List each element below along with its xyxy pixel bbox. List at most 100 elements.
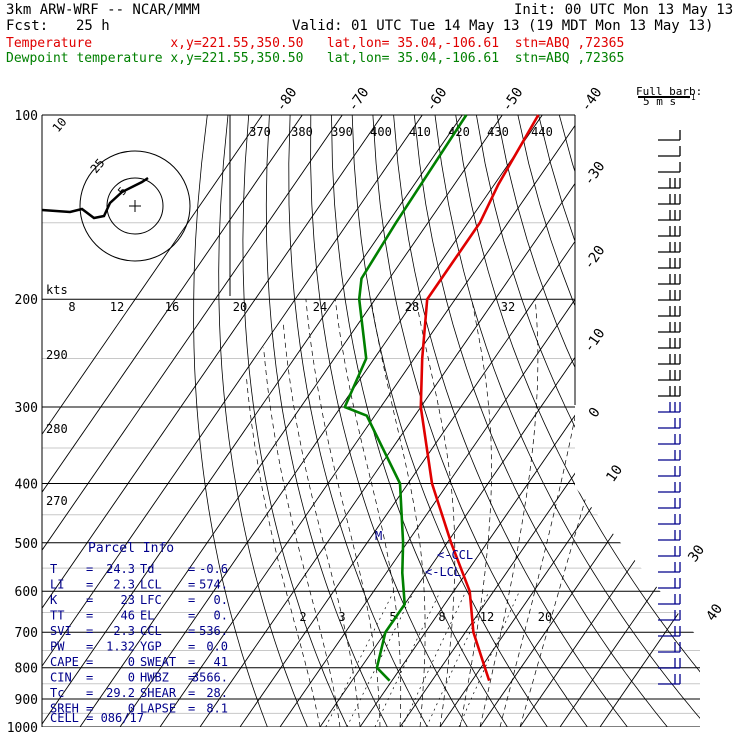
top-temp-label: -50 <box>499 85 527 115</box>
isotherm-line <box>79 115 503 727</box>
pressure-label: 100 <box>15 109 38 124</box>
mixing-ratio-label: 20 <box>538 610 552 624</box>
isotherm-line <box>119 115 543 727</box>
parcel-key: LAPSE <box>140 702 176 716</box>
dry-adiabat <box>351 115 548 727</box>
isotherm-line <box>42 115 423 727</box>
parcel-value: -0.6 <box>199 562 228 576</box>
mixing-ratio-label: 8 <box>68 300 75 314</box>
valid-time: Valid: 01 UTC Tue 14 May 13 (19 MDT Mon … <box>292 18 714 34</box>
parcel-key: EL <box>140 609 154 623</box>
parcel-value: 23 <box>121 593 135 607</box>
pressure-label: 300 <box>15 401 38 416</box>
moist-adiabat <box>499 299 594 727</box>
mixing-ratio-label: 32 <box>501 300 515 314</box>
dry-adiabat <box>641 115 700 727</box>
pressure-label: 500 <box>15 537 38 552</box>
parcel-key: CIN <box>50 671 72 685</box>
dry-adiabat <box>413 115 668 727</box>
dry-adiabat <box>331 115 508 727</box>
theta-label: 430 <box>487 125 509 139</box>
parcel-eq: = <box>86 671 93 685</box>
mixing-ratio-line <box>346 591 415 727</box>
parcel-key: Tc <box>50 686 64 700</box>
right-temp-label: -10 <box>581 326 609 356</box>
moist-adiabat <box>459 299 492 727</box>
isotherm-line <box>199 115 623 727</box>
moist-adiabat <box>415 299 456 727</box>
right-temp-label: 40 <box>703 601 726 624</box>
mixing-ratio-line <box>325 591 395 727</box>
dry-adiabat <box>517 115 700 727</box>
moist-adiabat <box>263 347 341 727</box>
parcel-value: 41 <box>214 655 228 669</box>
parcel-key: SREH <box>50 702 79 716</box>
hodograph-ring-label: 10 <box>50 115 70 135</box>
parcel-value: 3566. <box>192 671 228 685</box>
parcel-info-title: Parcel Info <box>88 541 174 556</box>
left-theta-label: 280 <box>46 422 68 436</box>
moist-adiabat <box>370 299 426 727</box>
dry-adiabat <box>393 115 628 727</box>
mixing-ratio-line <box>374 591 441 727</box>
parcel-value: 2.3 <box>113 578 135 592</box>
isotherm-line <box>279 115 700 727</box>
parcel-value: 29.2 <box>106 686 135 700</box>
right-temp-label: -30 <box>581 159 609 189</box>
dry-adiabat <box>310 115 468 727</box>
parcel-eq: = <box>188 593 195 607</box>
moist-adiabat <box>479 299 539 727</box>
isotherm-line <box>519 115 700 727</box>
dry-adiabat <box>579 115 700 727</box>
mixing-ratio-label: 8 <box>438 610 445 624</box>
dry-adiabat <box>242 115 348 727</box>
forecast-label: Fcst: <box>6 18 49 34</box>
isotherm-line <box>599 115 700 727</box>
lcl-marker: <-LCL <box>425 565 461 579</box>
parcel-key: CCL <box>140 624 162 638</box>
parcel-key: SWEAT <box>140 655 176 669</box>
temperature-legend: Temperature x,y=221.55,350.50 lat,lon= 3… <box>6 36 625 51</box>
ccl-marker: <-CCL <box>437 548 473 562</box>
parcel-eq: = <box>188 671 195 685</box>
pressure-label: 400 <box>15 477 38 492</box>
left-theta-label: 270 <box>46 494 68 508</box>
parcel-value: 0. <box>214 593 228 607</box>
right-temp-label: 0 <box>586 405 604 421</box>
forecast-hour: 25 h <box>76 18 110 34</box>
parcel-eq: = <box>86 624 93 638</box>
moist-adiabat <box>305 299 381 727</box>
parcel-eq: = <box>86 578 93 592</box>
parcel-value: 0 <box>128 655 135 669</box>
parcel-key: TT <box>50 609 64 623</box>
parcel-key: CAPE <box>50 655 79 669</box>
parcel-key: PW <box>50 640 65 654</box>
dry-adiabat <box>455 115 700 727</box>
isotherm-line <box>42 115 383 727</box>
dry-adiabat <box>476 115 700 727</box>
parcel-eq: = <box>86 686 93 700</box>
el-marker: M <box>375 529 382 543</box>
mixing-ratio-label: 3 <box>338 610 345 624</box>
temperature-trace <box>419 114 540 682</box>
isotherm-line <box>42 115 463 727</box>
parcel-value: 46 <box>121 609 135 623</box>
parcel-eq: = <box>86 640 93 654</box>
left-theta-label: 290 <box>46 348 68 362</box>
top-temp-label: -40 <box>578 85 606 115</box>
parcel-eq: = <box>188 640 195 654</box>
mixing-ratio-label: 12 <box>480 610 494 624</box>
parcel-value: 8.1 <box>206 702 228 716</box>
theta-label: 380 <box>291 125 313 139</box>
pressure-label: 900 <box>15 693 38 708</box>
mixing-ratio-label: 16 <box>165 300 179 314</box>
theta-label: 390 <box>331 125 353 139</box>
mixing-ratio-label: 20 <box>233 300 247 314</box>
top-temp-label: -60 <box>423 85 451 115</box>
moist-adiabat <box>283 324 361 727</box>
parcel-value: 0 <box>128 702 135 716</box>
parcel-key: SHEAR <box>140 686 177 700</box>
top-temp-label: -70 <box>345 85 373 115</box>
right-temp-label: 30 <box>685 542 708 565</box>
parcel-value: 574. <box>199 578 228 592</box>
